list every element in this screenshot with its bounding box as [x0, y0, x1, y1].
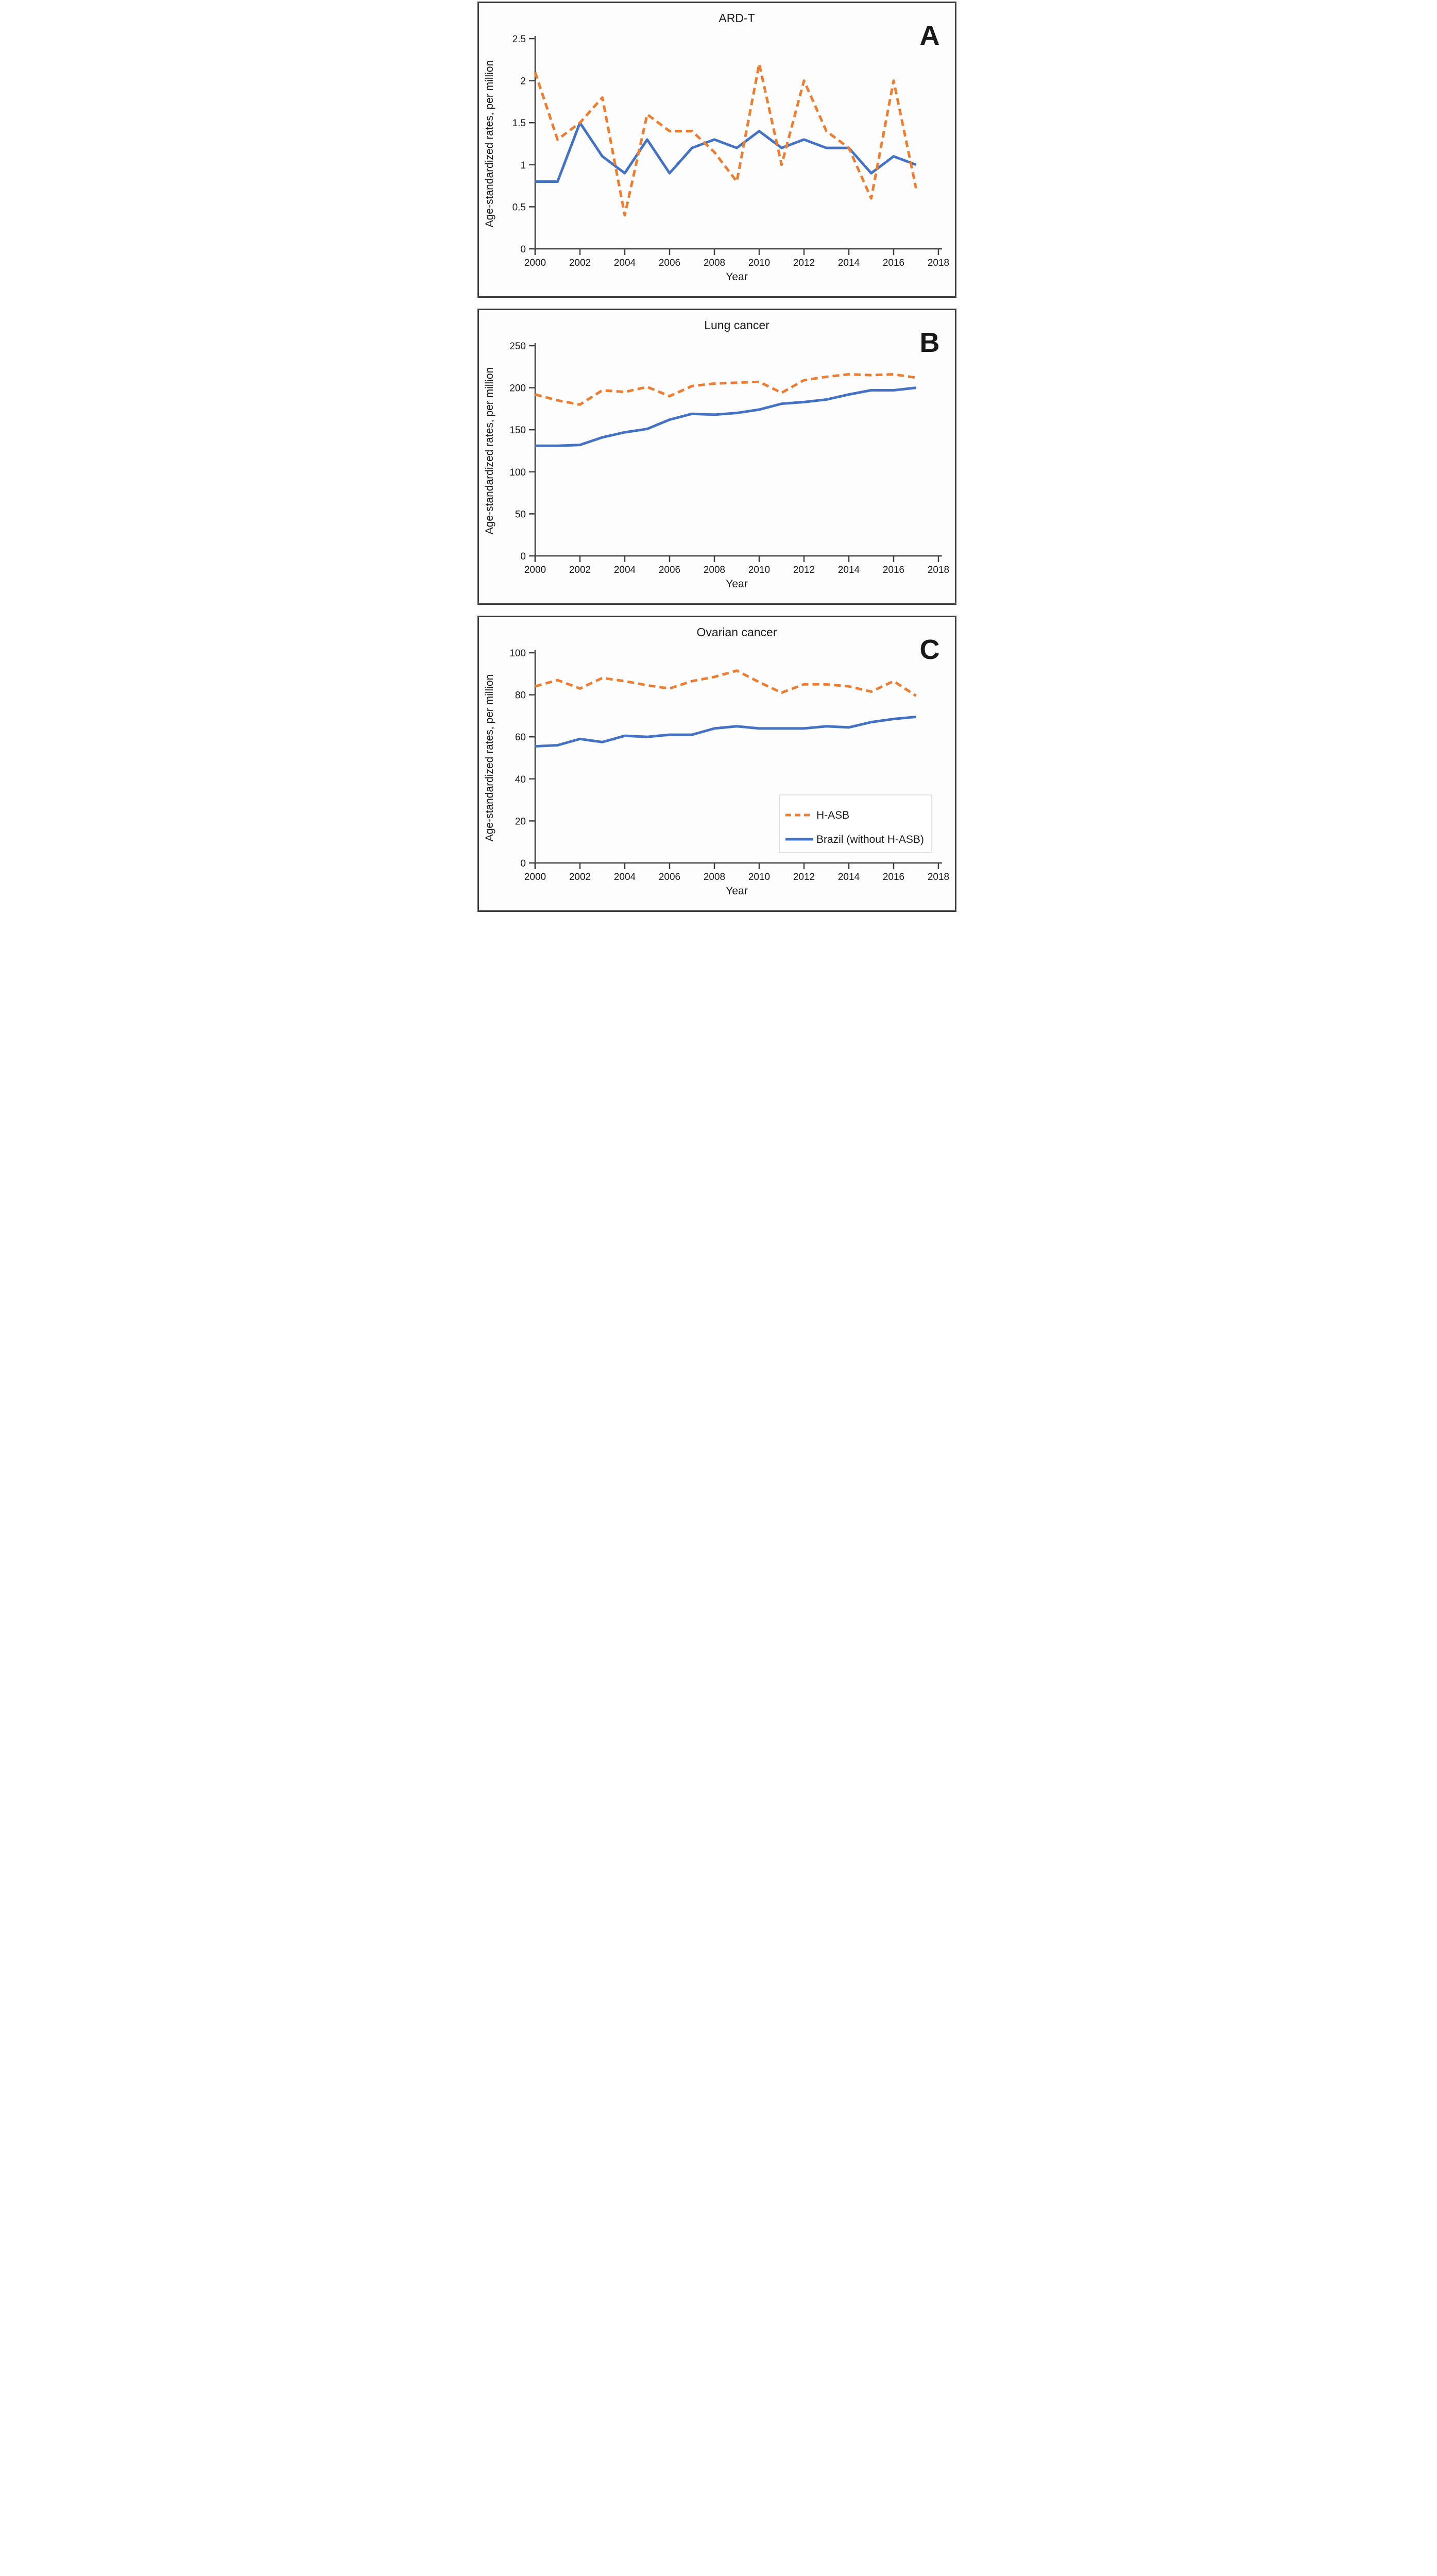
x-tick-label: 2016 [883, 872, 904, 883]
x-tick-label: 2012 [793, 565, 815, 575]
x-tick-label: 2004 [614, 565, 636, 575]
series-brazil-line [535, 121, 917, 183]
series-brazil-line [535, 386, 916, 447]
legend-item-label: H-ASB [816, 809, 849, 821]
legend-box [779, 794, 932, 853]
x-tick-label: 2008 [704, 565, 725, 575]
x-axis-title: Year [726, 271, 747, 283]
x-tick-label: 2008 [704, 872, 725, 883]
x-tick-label: 2012 [793, 872, 815, 883]
y-tick-label: 0 [520, 551, 526, 562]
y-tick-label: 0 [520, 244, 526, 255]
y-tick-label: 2.5 [512, 34, 526, 45]
series-h-asb-line [534, 62, 917, 217]
panel-frame [477, 616, 956, 912]
x-axis-title: Year [726, 578, 747, 590]
series-brazil-line [535, 715, 916, 748]
panel-letter: C [920, 634, 940, 665]
legend-item-label: Brazil (without H-ASB) [816, 834, 924, 845]
x-tick-label: 2002 [569, 872, 591, 883]
x-tick-label: 2010 [748, 258, 770, 268]
x-tick-label: 2002 [569, 565, 591, 575]
x-tick-label: 2014 [838, 565, 860, 575]
x-tick-label: 2000 [524, 565, 546, 575]
panel-frame [477, 2, 956, 298]
y-axis-title: Age-standardized rates, per million [484, 60, 495, 228]
x-tick-label: 2000 [524, 258, 546, 268]
x-axis-title: Year [726, 885, 747, 897]
x-tick-label: 2018 [928, 565, 949, 575]
x-tick-label: 2018 [928, 872, 949, 883]
x-tick-label: 2016 [883, 258, 904, 268]
panel-a-ard-t: ARD-T A Age-standardized rates, per millio… [477, 2, 956, 298]
x-tick-label: 2014 [838, 872, 860, 883]
y-tick-label: 100 [509, 648, 526, 659]
y-tick-label: 100 [509, 467, 526, 478]
multi-panel-figure: ARD-T A Age-standardized rates, per millio… [476, 0, 961, 913]
y-tick-label: 200 [509, 383, 526, 394]
series-h-asb-line [535, 372, 916, 406]
x-tick-label: 2006 [659, 872, 680, 883]
chart-lung-cancer: Lung cancer B Age-standardized rates, per … [477, 309, 956, 605]
panel-letter: A [920, 20, 940, 51]
x-tick-label: 2008 [704, 258, 725, 268]
y-tick-label: 50 [515, 509, 526, 520]
chart-title: Lung cancer [704, 318, 769, 332]
chart-ovarian-cancer: Ovarian cancer C Age-standardized rates, p… [477, 616, 956, 912]
x-tick-label: 2014 [838, 258, 860, 268]
series-h-asb-line [535, 669, 917, 697]
x-tick-label: 2004 [614, 258, 636, 268]
x-tick-label: 2002 [569, 258, 591, 268]
y-tick-label: 60 [515, 732, 526, 743]
y-tick-label: 1.5 [512, 118, 526, 129]
y-tick-label: 1 [520, 160, 526, 171]
y-tick-label: 20 [515, 816, 526, 827]
y-tick-label: 0.5 [512, 202, 526, 213]
chart-ard-t: ARD-T A Age-standardized rates, per millio… [477, 2, 956, 298]
panel-c-ovarian-cancer: Ovarian cancer C Age-standardized rates, p… [477, 616, 956, 912]
y-axis-title: Age-standardized rates, per million [484, 367, 495, 535]
x-tick-label: 2018 [928, 258, 949, 268]
panel-letter: B [920, 327, 940, 358]
y-tick-label: 40 [515, 774, 526, 785]
y-tick-label: 80 [515, 690, 526, 701]
chart-title: Ovarian cancer [697, 625, 777, 639]
x-tick-label: 2000 [524, 872, 546, 883]
y-axis-title: Age-standardized rates, per million [484, 674, 495, 842]
panel-b-lung-cancer: Lung cancer B Age-standardized rates, per … [477, 309, 956, 605]
y-tick-label: 150 [509, 425, 526, 436]
y-tick-label: 250 [509, 341, 526, 352]
x-tick-label: 2016 [883, 565, 904, 575]
x-tick-label: 2010 [748, 565, 770, 575]
x-tick-label: 2004 [614, 872, 636, 883]
chart-title: ARD-T [718, 11, 755, 25]
x-tick-label: 2012 [793, 258, 815, 268]
y-tick-label: 0 [520, 858, 526, 869]
y-tick-label: 2 [520, 76, 526, 87]
x-tick-label: 2006 [659, 258, 680, 268]
x-tick-label: 2006 [659, 565, 680, 575]
panel-frame [477, 309, 956, 605]
x-tick-label: 2010 [748, 872, 770, 883]
